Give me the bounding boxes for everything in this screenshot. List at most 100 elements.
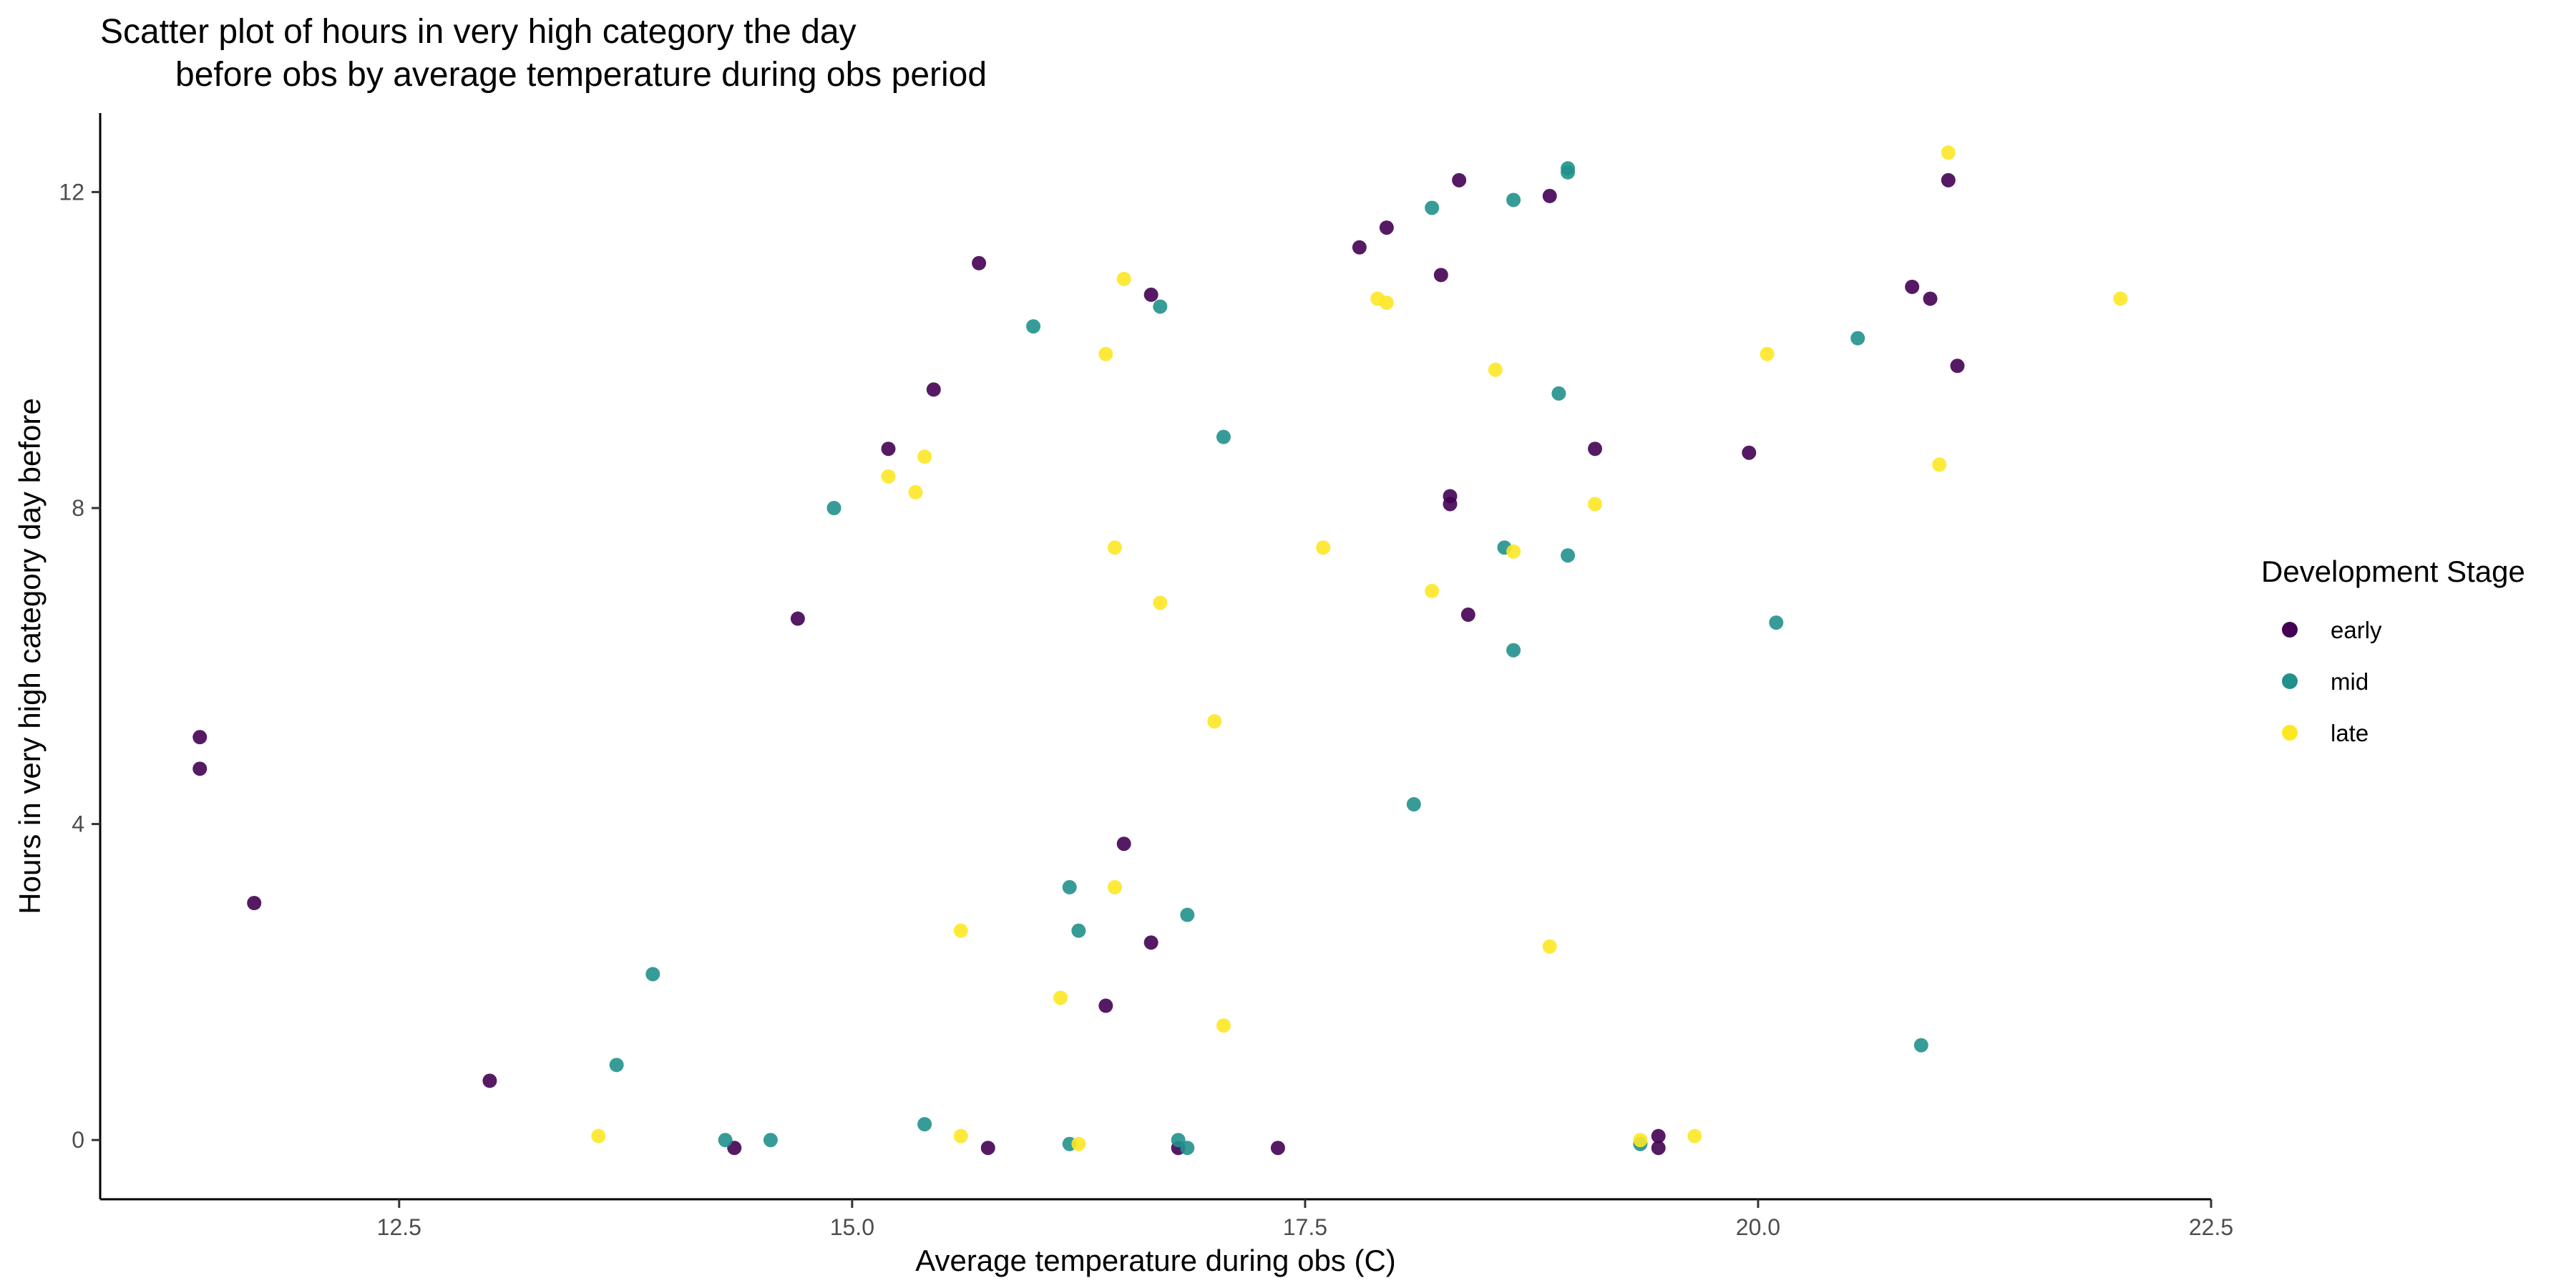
data-point-early	[1923, 291, 1938, 306]
y-tick-label: 4	[72, 811, 84, 837]
x-tick-label: 20.0	[1736, 1214, 1780, 1240]
data-point-late	[1098, 346, 1113, 361]
data-point-late	[1687, 1128, 1702, 1143]
data-point-early	[1651, 1128, 1666, 1143]
axes	[99, 113, 2211, 1201]
data-point-early	[1116, 836, 1131, 852]
data-point-late	[1053, 990, 1068, 1005]
legend-key-mid	[2282, 673, 2298, 689]
data-point-late	[1941, 145, 1956, 160]
data-point-late	[953, 1128, 968, 1143]
data-point-mid	[1071, 923, 1086, 938]
x-tick-label: 17.5	[1283, 1214, 1327, 1240]
data-point-mid	[763, 1133, 778, 1148]
data-point-early	[482, 1073, 497, 1088]
data-point-mid	[826, 501, 841, 515]
chart-title-line-1: Scatter plot of hours in very high categ…	[100, 13, 857, 51]
data-point-mid	[1406, 797, 1421, 811]
y-tick-label: 8	[72, 495, 84, 521]
data-point-late	[1379, 295, 1394, 310]
y-tick-label: 12	[59, 179, 84, 205]
x-ticks: 12.5 15.0 17.5 20.0 22.5	[377, 1199, 2233, 1240]
data-point-early	[1460, 608, 1475, 623]
data-point-early	[1352, 240, 1367, 255]
data-point-late	[917, 449, 932, 464]
data-point-early	[1742, 445, 1757, 460]
data-point-late	[1216, 1018, 1231, 1033]
data-point-early	[1143, 935, 1158, 950]
data-point-mid	[1153, 299, 1168, 314]
data-points	[192, 145, 2128, 1156]
data-point-late	[2113, 291, 2128, 306]
chart-title: Scatter plot of hours in very high categ…	[100, 13, 987, 94]
data-point-early	[1588, 441, 1603, 457]
series-late	[591, 145, 2128, 1151]
data-point-mid	[609, 1058, 624, 1073]
data-point-early	[1905, 279, 1920, 294]
x-axis-title: Average temperature during obs (C)	[915, 1244, 1396, 1277]
data-point-early	[192, 761, 208, 776]
data-point-early	[1542, 188, 1557, 203]
legend-label-mid: mid	[2331, 668, 2368, 695]
data-point-mid	[1913, 1038, 1928, 1053]
legend: Development Stage early mid late	[2261, 555, 2525, 746]
series-mid	[609, 161, 1928, 1156]
data-point-late	[1932, 457, 1947, 472]
legend-key-late	[2282, 725, 2298, 741]
data-point-mid	[1062, 879, 1077, 894]
data-point-mid	[1561, 548, 1576, 563]
data-point-mid	[1026, 319, 1041, 334]
data-point-late	[1760, 346, 1775, 361]
data-point-mid	[1506, 643, 1521, 658]
data-point-mid	[1216, 429, 1231, 444]
data-point-early	[1443, 497, 1458, 512]
data-point-early	[1941, 172, 1956, 187]
data-point-early	[1452, 172, 1467, 187]
data-point-mid	[917, 1117, 932, 1132]
data-point-early	[1950, 358, 1965, 374]
data-point-mid	[718, 1133, 733, 1148]
data-point-mid	[1561, 165, 1576, 180]
data-point-mid	[1180, 1141, 1195, 1156]
legend-key-early	[2282, 622, 2298, 638]
chart-title-line-2: before obs by average temperature during…	[175, 56, 987, 94]
data-point-early	[247, 896, 262, 910]
data-point-late	[881, 469, 896, 484]
data-point-late	[1488, 362, 1503, 377]
series-early	[192, 172, 1965, 1156]
legend-title: Development Stage	[2261, 555, 2525, 588]
y-ticks: 0 4 8 12	[59, 179, 100, 1153]
data-point-late	[1108, 540, 1123, 555]
data-point-early	[790, 611, 805, 626]
data-point-late	[908, 484, 923, 499]
data-point-late	[1588, 497, 1603, 512]
data-point-early	[1143, 287, 1158, 302]
x-tick-label: 15.0	[830, 1214, 874, 1240]
legend-label-late: late	[2331, 720, 2368, 746]
data-point-mid	[645, 967, 660, 982]
data-point-early	[926, 382, 941, 397]
data-point-late	[1108, 879, 1123, 894]
data-point-early	[972, 255, 987, 270]
data-point-early	[1098, 998, 1113, 1013]
y-tick-label: 0	[72, 1127, 84, 1153]
data-point-mid	[1425, 200, 1440, 215]
data-point-mid	[1850, 331, 1865, 346]
data-point-late	[1071, 1136, 1086, 1151]
data-point-early	[980, 1141, 995, 1156]
data-point-early	[1651, 1141, 1666, 1156]
y-axis-title: Hours in very high category day before	[13, 398, 47, 914]
data-point-late	[1153, 595, 1168, 610]
data-point-early	[192, 730, 208, 745]
data-point-late	[1207, 714, 1222, 729]
data-point-late	[1316, 540, 1331, 555]
data-point-mid	[1769, 615, 1784, 630]
data-point-mid	[1506, 192, 1521, 208]
data-point-early	[881, 441, 896, 457]
data-point-late	[1633, 1133, 1648, 1148]
data-point-early	[1433, 268, 1448, 283]
data-point-late	[953, 923, 968, 938]
data-point-mid	[1551, 386, 1566, 401]
data-point-mid	[1180, 907, 1195, 922]
